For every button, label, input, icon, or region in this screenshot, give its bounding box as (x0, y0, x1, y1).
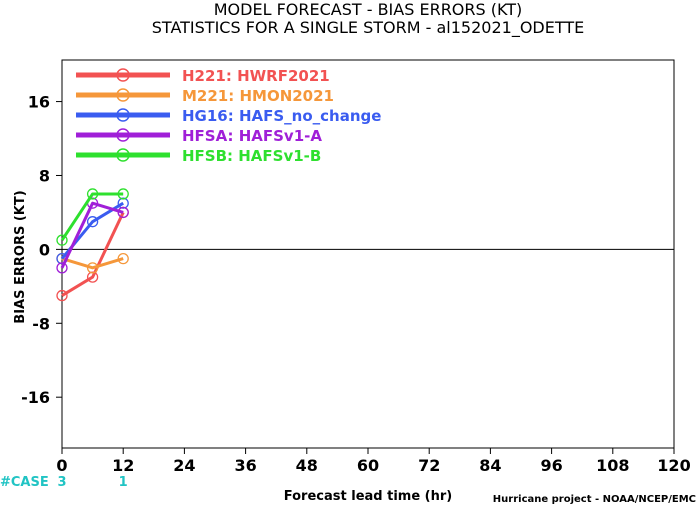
legend-swatch-marker (116, 148, 130, 162)
x-tick-label: 120 (657, 456, 690, 475)
case-count: 3 (57, 475, 66, 490)
series-layer (56, 188, 129, 302)
x-tick-label: 48 (296, 456, 318, 475)
y-axis-label: BIAS ERRORS (KT) (13, 190, 28, 323)
x-tick-label: 72 (418, 456, 440, 475)
data-point (117, 197, 129, 209)
legend: H221: HWRF2021 M221: HMON2021 HG16: HAFS_n… (76, 67, 381, 165)
series-line (60, 192, 124, 241)
x-tick-label: 96 (540, 456, 562, 475)
data-point (117, 252, 129, 265)
data-point (86, 271, 99, 283)
legend-label: HFSA: HAFSv1-A (182, 127, 322, 145)
y-tick-label: -16 (21, 388, 50, 407)
data-point (56, 289, 68, 302)
case-count: 1 (119, 475, 128, 490)
legend-label: HG16: HAFS_no_change (182, 107, 381, 125)
y-tick-label: 8 (39, 166, 50, 185)
data-point (117, 188, 129, 200)
series-line (60, 201, 124, 269)
x-tick-label: 0 (56, 456, 67, 475)
data-point (86, 188, 99, 200)
y-tick-label: 0 (39, 240, 50, 259)
x-tick-label: 60 (357, 456, 379, 475)
series-3 (56, 197, 129, 274)
chart-title: MODEL FORECAST - BIAS ERRORS (KT) (214, 0, 523, 19)
credit-text: Hurricane project - NOAA/NCEP/EMC (493, 494, 696, 505)
data-point (56, 234, 68, 246)
x-tick-label: 36 (234, 456, 256, 475)
series-line (61, 257, 124, 270)
x-axis-ticks: 0 12 24 36 48 60 72 84 96 108 120 (56, 448, 691, 475)
legend-swatch-marker (116, 88, 130, 102)
y-axis-ticks: -16 -8 0 8 16 (21, 93, 62, 407)
x-tick-label: 108 (596, 456, 629, 475)
y-tick-label: -8 (32, 314, 50, 333)
data-point (86, 262, 99, 274)
legend-label: HFSB: HAFSv1-B (182, 147, 321, 165)
legend-swatch-marker (116, 128, 130, 142)
legend-label: M221: HMON2021 (182, 87, 334, 105)
series-line (61, 211, 125, 297)
y-tick-label: 16 (28, 93, 50, 112)
x-axis-label: Forecast lead time (hr) (284, 489, 452, 504)
legend-swatch-marker (116, 68, 130, 82)
data-point (56, 262, 68, 274)
data-point (117, 206, 129, 219)
x-tick-label: 12 (112, 456, 134, 475)
x-tick-label: 84 (479, 456, 501, 475)
case-label: #CASE (0, 475, 49, 490)
legend-label: H221: HWRF2021 (182, 67, 330, 85)
series-4 (56, 188, 129, 246)
x-tick-label: 24 (173, 456, 195, 475)
data-point (86, 216, 99, 228)
chart-subtitle: STATISTICS FOR A SINGLE STORM - al152021… (152, 18, 584, 38)
legend-swatch-marker (116, 108, 130, 122)
